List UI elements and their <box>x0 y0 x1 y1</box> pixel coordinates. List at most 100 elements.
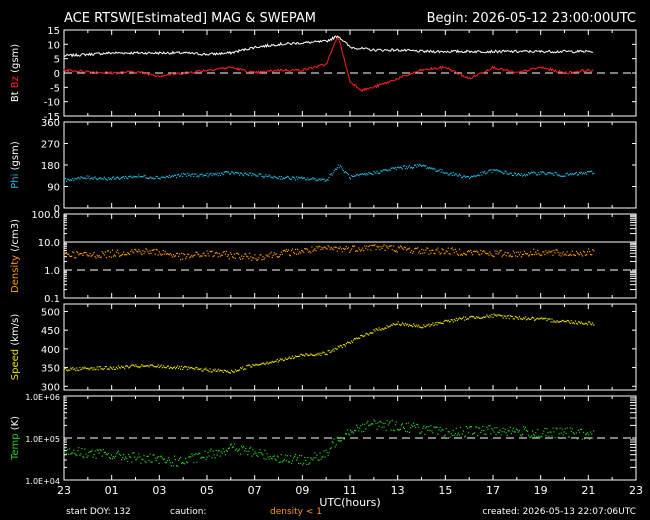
density-point <box>254 254 256 256</box>
temperature-point <box>330 447 332 449</box>
phi-point <box>200 173 202 175</box>
speed-point <box>156 366 158 368</box>
phi-point <box>310 178 312 180</box>
speed-point <box>389 325 391 327</box>
temperature-point <box>141 458 143 460</box>
density-point <box>352 245 354 247</box>
density-point <box>184 254 186 256</box>
temperature-point <box>484 433 486 435</box>
density-point <box>321 247 323 249</box>
temperature-point <box>508 430 510 432</box>
density-point <box>328 246 330 248</box>
temperature-point <box>74 452 76 455</box>
phi-point <box>196 176 198 178</box>
density-point <box>241 255 243 257</box>
density-point <box>314 248 316 250</box>
phi-point <box>134 176 136 178</box>
density-point <box>541 254 543 256</box>
speed-point <box>346 341 349 343</box>
temperature-point <box>276 455 278 457</box>
phi-point <box>593 172 595 174</box>
speed-point <box>475 317 477 319</box>
phi-point <box>179 175 181 177</box>
temperature-point <box>373 419 375 421</box>
temperature-point <box>589 438 591 440</box>
density-point <box>387 247 389 249</box>
temperature-point <box>104 451 106 453</box>
temperature-point <box>411 424 413 426</box>
temperature-point <box>504 428 506 430</box>
speed-point <box>281 358 283 360</box>
density-point <box>299 251 301 253</box>
density-point <box>543 251 545 253</box>
density-point <box>514 255 516 257</box>
temperature-point <box>471 426 473 428</box>
temperature-point <box>135 459 137 461</box>
density-point <box>345 245 347 248</box>
density-point <box>408 247 411 249</box>
temperature-point <box>454 433 456 435</box>
phi-point <box>332 172 334 174</box>
density-point <box>483 250 485 252</box>
density-point <box>163 253 165 255</box>
temperature-point <box>297 456 299 459</box>
density-point <box>302 250 304 252</box>
density-point <box>127 252 129 254</box>
speed-point <box>167 365 169 367</box>
density-point <box>285 249 287 251</box>
phi-point <box>184 173 186 175</box>
speed-point <box>417 326 419 328</box>
phi-point <box>136 176 138 178</box>
speed-point <box>214 368 216 370</box>
phi-point <box>142 176 144 178</box>
temperature-point <box>374 420 376 422</box>
density-point <box>521 254 524 256</box>
temperature-point <box>344 433 346 435</box>
phi-point <box>224 171 226 173</box>
density-point <box>199 256 201 258</box>
phi-point <box>248 174 250 177</box>
density-point <box>513 252 515 254</box>
temperature-point <box>533 433 535 435</box>
temperature-point <box>555 427 557 429</box>
phi-point <box>444 172 446 174</box>
density-point <box>368 246 370 248</box>
density-point <box>536 253 538 255</box>
phi-point <box>250 172 252 174</box>
phi-point <box>362 173 364 175</box>
phi-point <box>152 177 154 179</box>
density-point <box>187 253 189 255</box>
temperature-point <box>375 423 377 425</box>
temperature-point <box>212 450 214 452</box>
speed-point <box>66 369 68 371</box>
density-ytick-label: 0.1 <box>44 294 60 305</box>
phi-point <box>394 167 396 169</box>
density-point <box>515 251 517 253</box>
temperature-point <box>482 425 484 428</box>
phi-point <box>531 171 533 173</box>
speed-point <box>266 361 268 363</box>
temperature-point <box>509 426 511 428</box>
temperature-point <box>128 454 130 456</box>
speed-point <box>427 324 429 326</box>
density-point <box>466 251 469 253</box>
phi-point <box>312 177 314 179</box>
temperature-point <box>267 456 269 458</box>
density-point <box>172 254 175 256</box>
temperature-point <box>329 448 331 450</box>
temperature-point <box>552 427 554 429</box>
speed-point <box>313 354 315 357</box>
density-point <box>537 249 539 251</box>
speed-point <box>424 325 426 328</box>
phi-point <box>102 178 104 180</box>
density-point <box>236 252 238 254</box>
density-point <box>114 255 117 257</box>
temperature-point <box>415 426 417 429</box>
speed-ytick-label: 400 <box>41 345 60 356</box>
density-point <box>411 250 413 252</box>
density-point <box>488 254 490 256</box>
temperature-point <box>349 429 352 431</box>
temperature-point <box>202 456 204 458</box>
temperature-point <box>179 458 181 460</box>
phi-point <box>219 174 221 176</box>
